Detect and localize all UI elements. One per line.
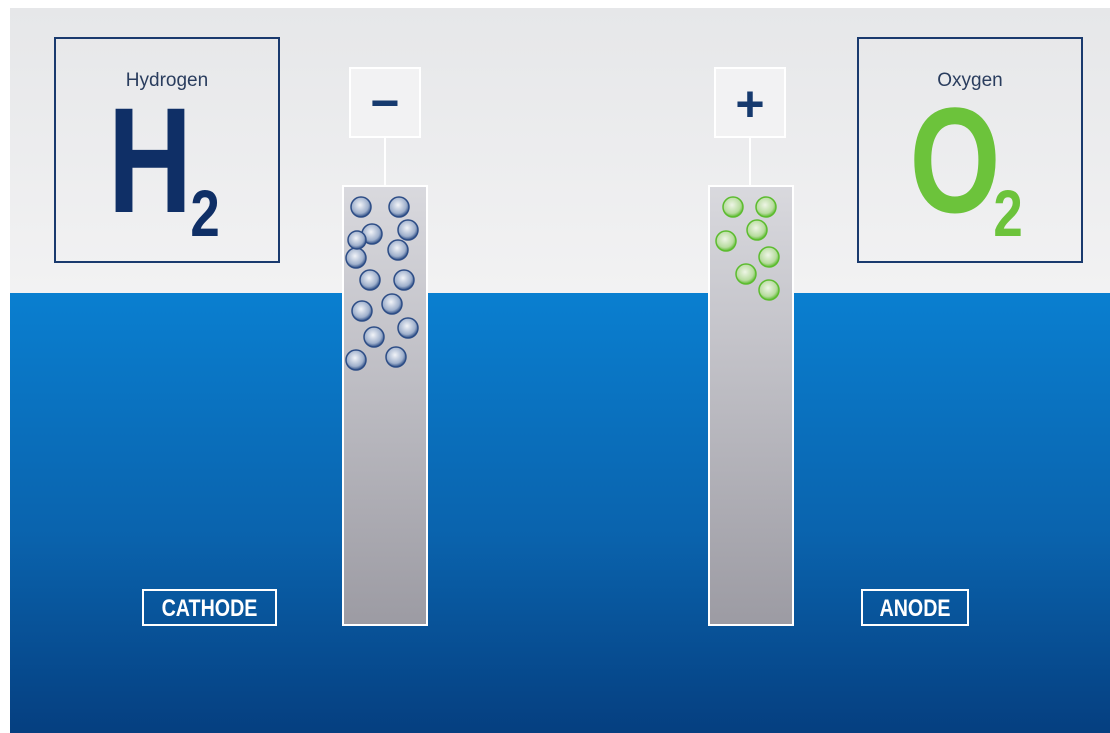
hydrogen-bubbles	[345, 196, 419, 371]
element-name: Hydrogen	[126, 70, 208, 91]
electrode-label: CATHODE	[162, 594, 258, 621]
element-subscript: 2	[993, 176, 1022, 250]
polarity-sign: +	[735, 76, 764, 132]
anode-electrode: +	[708, 67, 794, 626]
oxygen-bubbles	[715, 196, 780, 301]
element-symbol: O	[909, 76, 1000, 244]
oxygen-box: Oxygen O 2	[857, 37, 1083, 263]
air	[10, 8, 1110, 293]
electrode-label: ANODE	[879, 594, 950, 621]
hydrogen-box: Hydrogen H 2	[54, 37, 280, 263]
water	[10, 293, 1110, 733]
cathode-electrode: −	[342, 67, 428, 626]
element-name: Oxygen	[937, 70, 1002, 91]
cathode-label: CATHODE	[142, 589, 277, 626]
polarity-sign: −	[370, 75, 399, 131]
anode-label: ANODE	[861, 589, 969, 626]
element-symbol: H	[108, 76, 192, 244]
element-subscript: 2	[190, 176, 219, 250]
